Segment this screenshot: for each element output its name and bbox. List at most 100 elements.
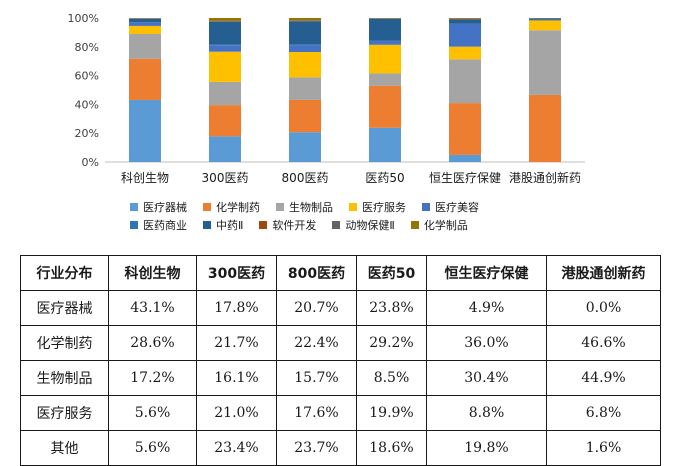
bar-segment — [369, 86, 401, 128]
legend-item: 化学制品 — [411, 217, 468, 233]
legend-swatch — [276, 203, 284, 211]
table-cell: 1.6% — [547, 431, 661, 466]
x-tick-label: 800医药 — [282, 171, 329, 185]
bar-segment — [449, 155, 481, 162]
bar-segment — [529, 30, 561, 95]
table-row: 医疗器械 43.1% 17.8% 20.7% 23.8% 4.9% 0.0% — [21, 291, 661, 326]
bar-segment — [289, 18, 321, 20]
table-cell: 17.2% — [109, 361, 197, 396]
legend-swatch — [259, 221, 267, 229]
table-cell: 44.9% — [547, 361, 661, 396]
table-cell: 5.6% — [109, 431, 197, 466]
table-header-cell: 恒生医疗保健 — [427, 256, 547, 291]
table-cell: 30.4% — [427, 361, 547, 396]
table-header-cell: 800医药 — [277, 256, 357, 291]
table-cell: 4.9% — [427, 291, 547, 326]
table-cell: 17.8% — [197, 291, 277, 326]
bar-segment — [529, 20, 561, 30]
table-row: 生物制品 17.2% 16.1% 15.7% 8.5% 30.4% 44.9% — [21, 361, 661, 396]
legend-label: 医疗美容 — [435, 199, 479, 215]
legend-swatch — [130, 221, 138, 229]
bar-segment — [209, 52, 241, 82]
bar-segment — [129, 22, 161, 26]
table-header-cell: 科创生物 — [109, 256, 197, 291]
table-cell: 23.7% — [277, 431, 357, 466]
x-tick-label: 港股通创新药 — [509, 170, 581, 185]
bar-segment — [289, 100, 321, 132]
table-cell: 18.6% — [357, 431, 427, 466]
bar-segment — [449, 18, 481, 19]
legend-swatch — [130, 203, 138, 211]
legend-row-2: 医药商业 中药Ⅱ 软件开发 动物保健Ⅱ 化学制品 — [130, 216, 560, 234]
x-tick-label: 科创生物 — [121, 171, 169, 185]
bar-segment — [369, 73, 401, 85]
y-tick-label: 0% — [82, 156, 99, 169]
x-tick-label: 医药50 — [365, 171, 404, 185]
table-header-cell: 300医药 — [197, 256, 277, 291]
bar-segment — [129, 19, 161, 22]
legend-item: 医疗美容 — [422, 199, 479, 215]
bar-segment — [129, 26, 161, 34]
bar-segment — [529, 95, 561, 162]
table-header-cell: 港股通创新药 — [547, 256, 661, 291]
table-header-row: 行业分布 科创生物 300医药 800医药 医药50 恒生医疗保健 港股通创新药 — [21, 256, 661, 291]
legend-swatch — [203, 203, 211, 211]
table-cell: 5.6% — [109, 396, 197, 431]
legend-item: 医药商业 — [130, 217, 187, 233]
legend-label: 医疗器械 — [143, 199, 187, 215]
table-header-cell: 医药50 — [357, 256, 427, 291]
bar-segment — [129, 34, 161, 59]
bar-segment — [209, 136, 241, 162]
legend-label: 化学制品 — [424, 217, 468, 233]
bar-segment — [369, 40, 401, 44]
table-cell: 21.7% — [197, 326, 277, 361]
bar-segment — [289, 132, 321, 162]
table-cell: 19.9% — [357, 396, 427, 431]
legend-item: 动物保健Ⅱ — [332, 217, 394, 233]
table-cell: 43.1% — [109, 291, 197, 326]
legend-swatch — [203, 221, 211, 229]
table-cell: 8.5% — [357, 361, 427, 396]
table-row: 其他 5.6% 23.4% 23.7% 18.6% 19.8% 1.6% — [21, 431, 661, 466]
table-cell: 19.8% — [427, 431, 547, 466]
legend-label: 医药商业 — [143, 217, 187, 233]
chart-legend: 医疗器械 化学制药 生物制品 医疗服务 医疗美容 医药商业 中药Ⅱ 软件开发 动… — [130, 198, 560, 234]
legend-swatch — [411, 221, 419, 229]
bar-segment — [209, 18, 241, 21]
legend-label: 软件开发 — [272, 217, 316, 233]
table-cell: 20.7% — [277, 291, 357, 326]
bar-segment — [289, 21, 321, 44]
table-cell: 46.6% — [547, 326, 661, 361]
bar-segment — [449, 19, 481, 23]
legend-item: 生物制品 — [276, 199, 333, 215]
table-cell: 29.2% — [357, 326, 427, 361]
table-cell: 15.7% — [277, 361, 357, 396]
legend-swatch — [332, 221, 340, 229]
legend-row-1: 医疗器械 化学制药 生物制品 医疗服务 医疗美容 — [130, 198, 560, 216]
table-cell: 23.4% — [197, 431, 277, 466]
table-cell: 16.1% — [197, 361, 277, 396]
legend-item: 医疗服务 — [349, 199, 406, 215]
bar-segment — [289, 44, 321, 45]
legend-label: 医疗服务 — [362, 199, 406, 215]
bar-segment — [529, 18, 561, 19]
bar-segment — [449, 47, 481, 60]
table-row: 化学制药 28.6% 21.7% 22.4% 29.2% 36.0% 46.6% — [21, 326, 661, 361]
legend-label: 中药Ⅱ — [216, 217, 243, 233]
bar-segment — [449, 59, 481, 103]
table-cell: 22.4% — [277, 326, 357, 361]
bar-segment — [209, 105, 241, 136]
bar-segment — [209, 45, 241, 46]
bar-segment — [209, 82, 241, 105]
table-cell: 6.8% — [547, 396, 661, 431]
bar-segment — [289, 77, 321, 100]
table-cell: 17.6% — [277, 396, 357, 431]
bar-segment — [289, 20, 321, 21]
legend-item: 化学制药 — [203, 199, 260, 215]
bar-segment — [529, 20, 561, 21]
table-cell: 21.0% — [197, 396, 277, 431]
x-tick-label: 300医药 — [202, 171, 249, 185]
legend-label: 化学制药 — [216, 199, 260, 215]
